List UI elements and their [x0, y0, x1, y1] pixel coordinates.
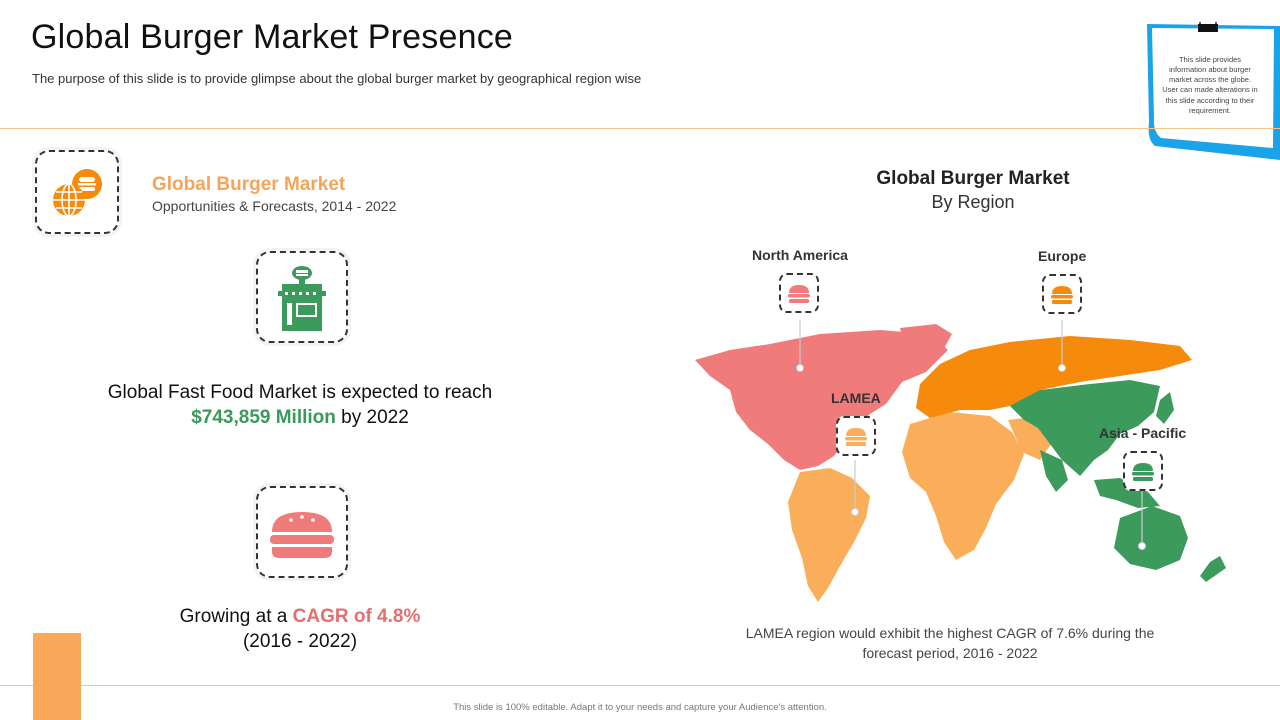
page-subtitle: The purpose of this slide is to provide … [32, 71, 642, 86]
burger-icon [845, 428, 867, 446]
region-label-europe: Europe [1038, 248, 1087, 264]
fast-food-line1: Global Fast Food Market is expected to r… [107, 382, 493, 403]
europe-badge [1042, 274, 1082, 314]
region-label-lamea: LAMEA [831, 390, 881, 406]
map-greenland [900, 324, 952, 358]
fast-food-suffix: by 2022 [341, 407, 409, 428]
map-north-america [695, 330, 948, 470]
map-africa [902, 412, 1024, 560]
map-southeast-asia [1094, 478, 1160, 508]
burger-icon [1132, 463, 1154, 481]
market-subtitle: Opportunities & Forecasts, 2014 - 2022 [152, 198, 397, 214]
binder-clip-icon [1198, 22, 1218, 32]
map-australia [1114, 506, 1188, 570]
footer-text: This slide is 100% editable. Adapt it to… [453, 702, 827, 713]
accent-bar [33, 633, 81, 720]
map-japan [1156, 392, 1174, 424]
map-subtitle: By Region [931, 192, 1015, 212]
burger-icon [270, 512, 334, 558]
growth-line1: Growing at a CAGR of 4.8% [100, 604, 500, 629]
sticky-note [1147, 22, 1280, 160]
page-title: Global Burger Market Presence [31, 18, 514, 56]
region-label-north-america: North America [752, 247, 848, 263]
north-america-badge [779, 273, 819, 313]
lamea-badge [836, 416, 876, 456]
map-south-asia [1040, 450, 1068, 492]
burger-icon [1051, 286, 1073, 304]
growth-stat: Growing at a CAGR of 4.8% (2016 - 2022) [100, 604, 500, 654]
asia-pacific-badge [1123, 451, 1163, 491]
map-note: LAMEA region would exhibit the highest C… [745, 625, 1155, 661]
map-title: Global Burger Market [876, 168, 1070, 189]
map-europe [916, 336, 1192, 418]
fast-food-value: $743,859 Million [191, 407, 336, 428]
store-icon-box [256, 251, 348, 343]
map-new-zealand [1200, 556, 1226, 582]
world-map [695, 320, 1226, 602]
map-asia [1010, 380, 1160, 476]
growth-period: (2016 - 2022) [242, 631, 358, 652]
note-text: This slide provides information about bu… [1162, 55, 1258, 115]
fast-food-stat: Global Fast Food Market is expected to r… [90, 380, 510, 430]
market-title: Global Burger Market [152, 174, 346, 195]
region-label-asia-pacific: Asia - Pacific [1099, 425, 1187, 441]
fast-food-line2: $743,859 Million by 2022 [90, 405, 510, 430]
growth-prefix: Growing at a [179, 606, 288, 627]
store-icon [278, 266, 326, 331]
growth-cagr: CAGR of 4.8% [292, 606, 421, 627]
map-south-america [788, 468, 870, 602]
globe-burger-icon [53, 169, 102, 217]
burger-icon-box [256, 486, 348, 578]
content-frame [0, 128, 1280, 686]
globe-icon-box [35, 150, 119, 234]
burger-icon [788, 285, 810, 303]
